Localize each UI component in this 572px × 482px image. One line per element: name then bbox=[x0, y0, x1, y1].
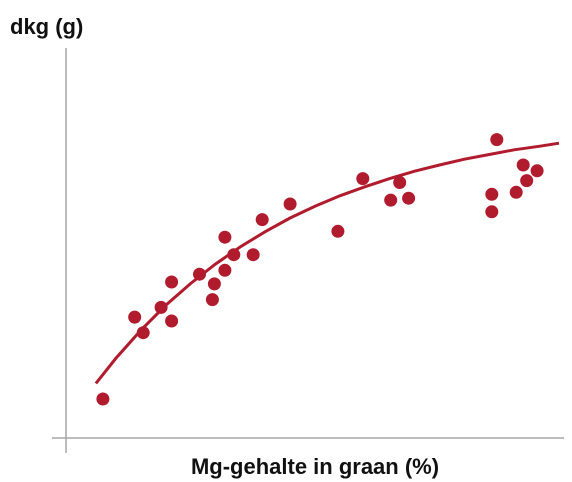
data-point-5 bbox=[165, 275, 179, 289]
data-point-20 bbox=[402, 191, 416, 205]
data-point-4 bbox=[154, 300, 168, 314]
data-point-27 bbox=[530, 164, 544, 178]
data-point-11 bbox=[218, 230, 232, 244]
data-point-24 bbox=[509, 185, 523, 199]
data-point-3 bbox=[136, 326, 150, 340]
data-point-6 bbox=[165, 314, 179, 328]
data-point-9 bbox=[207, 277, 221, 291]
data-point-22 bbox=[485, 205, 499, 219]
data-point-12 bbox=[227, 248, 241, 262]
data-point-14 bbox=[255, 213, 269, 227]
data-points bbox=[96, 133, 544, 406]
data-point-16 bbox=[331, 224, 345, 238]
data-point-21 bbox=[485, 187, 499, 201]
data-point-13 bbox=[246, 248, 260, 262]
data-point-19 bbox=[393, 176, 407, 189]
data-point-2 bbox=[128, 310, 142, 324]
y-axis-title: dkg (g) bbox=[10, 14, 83, 39]
data-point-7 bbox=[193, 267, 206, 281]
data-point-23 bbox=[490, 133, 504, 147]
data-point-8 bbox=[205, 293, 219, 307]
data-point-25 bbox=[516, 158, 530, 172]
x-axis-title: Mg-gehalte in graan (%) bbox=[191, 454, 439, 479]
data-point-1 bbox=[96, 392, 110, 406]
data-point-18 bbox=[384, 193, 398, 207]
trend-curve bbox=[94, 141, 560, 385]
data-point-26 bbox=[520, 174, 534, 188]
data-point-15 bbox=[283, 197, 297, 211]
data-point-10 bbox=[218, 263, 232, 277]
data-point-17 bbox=[356, 172, 370, 186]
